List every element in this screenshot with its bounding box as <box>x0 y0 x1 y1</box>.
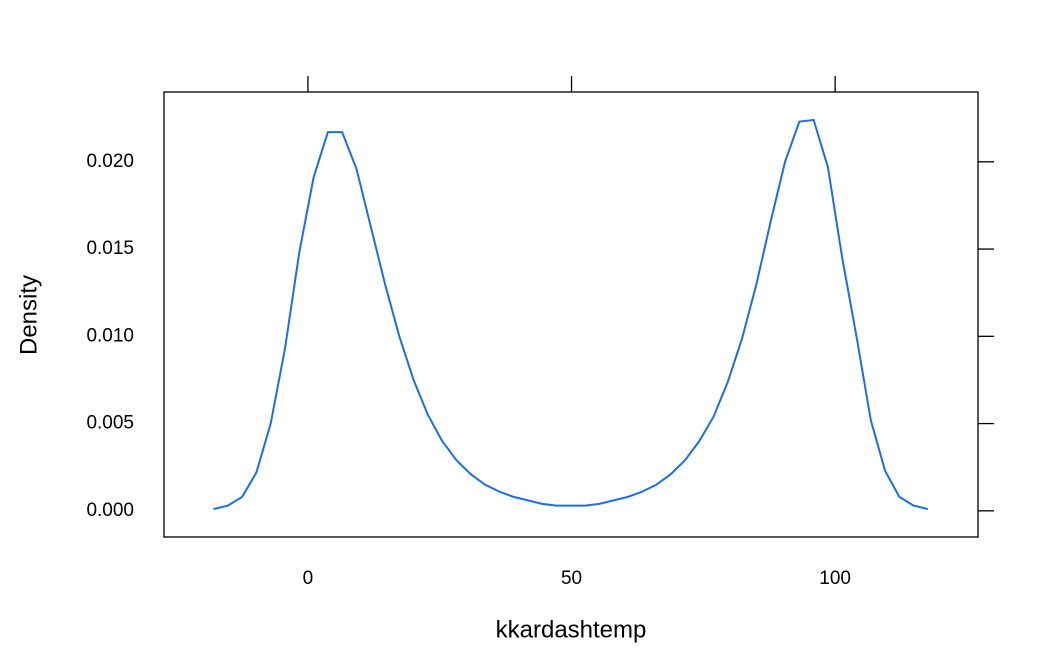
y-tick-label: 0.005 <box>86 413 134 434</box>
y-tick-label: 0.015 <box>86 238 134 259</box>
plot-frame <box>163 91 979 538</box>
x-tick-label: 0 <box>303 568 314 589</box>
y-tick-label: 0.010 <box>86 325 134 346</box>
x-axis-label: kkardashtemp <box>496 616 647 643</box>
y-tick-label: 0.000 <box>86 500 134 521</box>
x-tick-label: 50 <box>561 568 582 589</box>
y-tick-label: 0.020 <box>86 151 134 172</box>
y-axis-label: Density <box>15 275 42 355</box>
density-line <box>213 118 929 511</box>
x-tick-label: 100 <box>819 568 851 589</box>
